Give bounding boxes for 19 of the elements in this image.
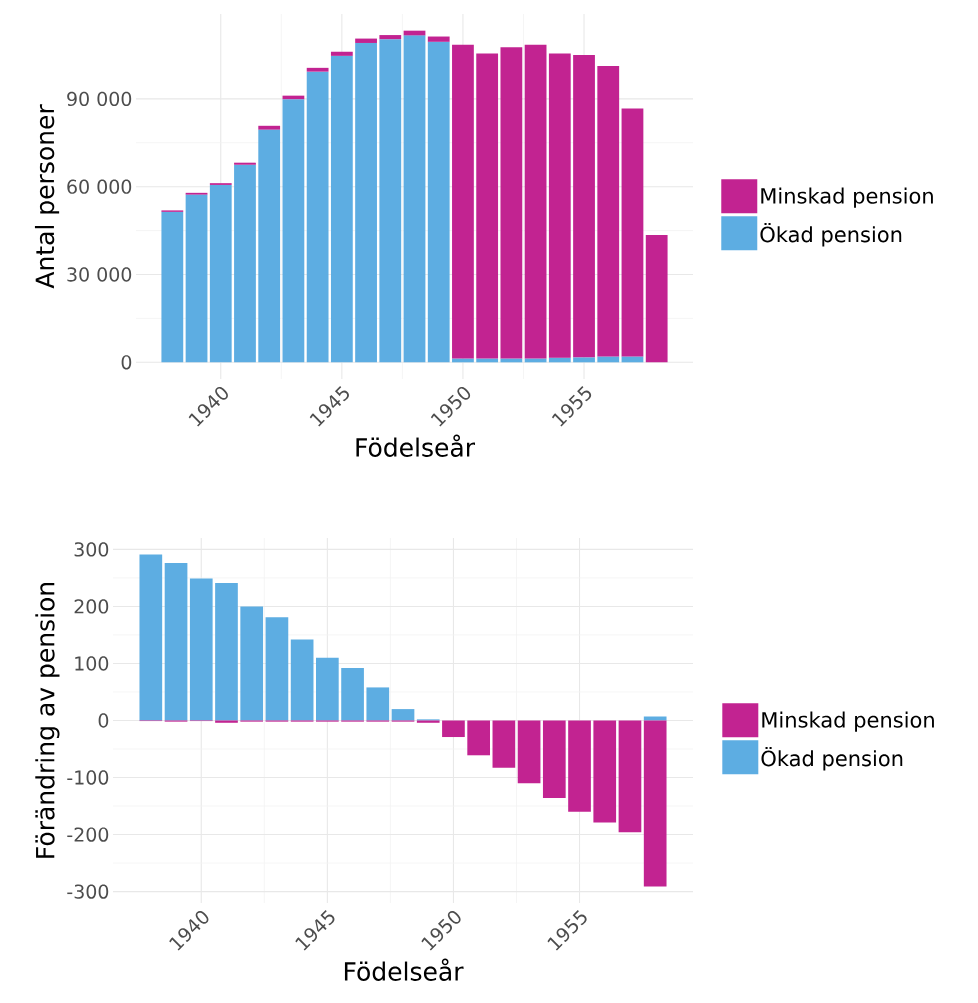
y-tick-label: 0 xyxy=(121,355,132,370)
y-tick-label: 100 xyxy=(75,656,109,671)
y-tick-label: 30 000 xyxy=(67,267,132,282)
legend-label: Ökad pension xyxy=(760,222,902,247)
y-tick-label: -300 xyxy=(67,884,109,899)
y-tick-label: 200 xyxy=(74,599,109,614)
x-axis-title: Födelseår xyxy=(356,434,476,457)
y-tick-label: 300 xyxy=(74,542,109,557)
x-axis-title: Födelseår xyxy=(344,958,464,981)
y-tick-label: 0 xyxy=(98,713,109,728)
y-axis-title: Antal personer xyxy=(34,104,60,289)
y-tick-label: -200 xyxy=(67,827,109,842)
y-tick-label: 90 000 xyxy=(67,91,132,107)
y-tick-label: -100 xyxy=(67,770,109,785)
y-tick-label: 60 000 xyxy=(67,179,132,194)
legend-label: Ökad pension xyxy=(761,746,903,771)
legend-label: Minskad pension xyxy=(761,187,933,208)
legend-label: Minskad pension xyxy=(762,711,934,732)
y-axis-title: Förändring av pension xyxy=(35,582,60,858)
